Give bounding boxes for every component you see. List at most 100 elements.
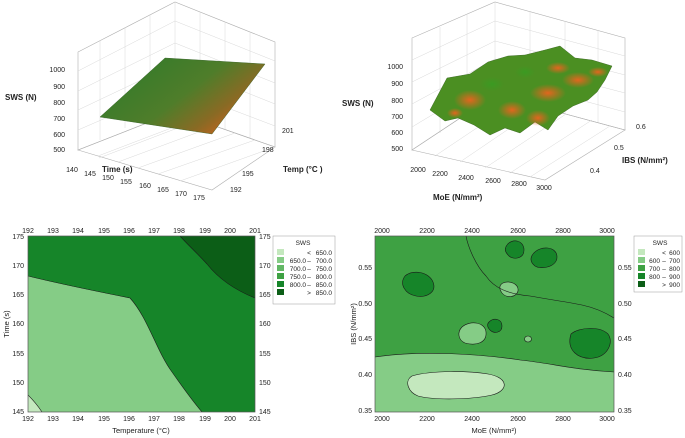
y-tick: 0.45 (618, 336, 632, 343)
y-tick: 150 (12, 380, 24, 387)
y-tick: 0.35 (358, 408, 372, 415)
legend-high: 650.0 (316, 250, 333, 257)
legend-entry: 700 – 800 (638, 265, 680, 273)
x-tick: 150 (102, 175, 114, 182)
legend-entry: 600 – 700 (638, 257, 680, 265)
x-tick: 155 (120, 179, 132, 186)
legend-high: 600 (669, 250, 680, 257)
x-ticks-top-d: 2000 2200 2400 2600 2800 3000 (374, 228, 615, 235)
x-tick: 195 (98, 416, 110, 423)
legend-low: 800.0 (290, 282, 307, 289)
x-tick: 196 (123, 228, 135, 235)
y-tick: 170 (259, 263, 271, 270)
y-tick: 160 (12, 321, 24, 328)
legend-low: 650.0 (290, 258, 307, 265)
legend-high: 900 (669, 282, 680, 289)
legend-op: > (307, 290, 311, 297)
legend-op: < (307, 250, 311, 257)
z-tick: 900 (391, 81, 403, 88)
x-tick: 192 (22, 228, 34, 235)
y-tick: 195 (242, 171, 254, 178)
y-axis-label-a: Temp (°C ) (283, 165, 323, 174)
x-tick: 3000 (536, 185, 552, 192)
legend-entry: < 650.0 (277, 249, 332, 257)
x-tick: 140 (66, 167, 78, 174)
x-ticks-b: 2000 2200 2400 2600 2800 3000 (410, 167, 552, 192)
y-axis-label-b: IBS (N/mm²) (622, 156, 668, 165)
surface-panel-moe-ibs: 1000 900 800 700 600 500 2000 2200 2400 … (342, 1, 668, 202)
y-tick: 165 (12, 292, 24, 299)
x-tick: 2200 (432, 171, 448, 178)
contour-panel-temp-time: 192 193 194 195 196 197 198 199 200 201 … (2, 228, 336, 435)
x-tick: 165 (157, 187, 169, 194)
x-tick: 2600 (510, 228, 526, 235)
z-tick: 900 (53, 84, 65, 91)
legend-title: SWS (296, 240, 311, 247)
legend-swatch (638, 249, 645, 255)
legend-op: – (662, 258, 666, 265)
y-tick: 0.5 (614, 145, 624, 152)
y-tick: 155 (12, 351, 24, 358)
x-tick: 2800 (555, 228, 571, 235)
x-tick: 2600 (510, 416, 526, 423)
legend-op: < (662, 250, 666, 257)
response-surface-a (99, 57, 266, 135)
y-tick: 201 (282, 128, 294, 135)
legend-high: 900 (669, 274, 680, 281)
legend-swatch (277, 249, 284, 255)
y-ticks-right-d: 0.55 0.50 0.45 0.40 0.35 (618, 265, 632, 415)
x-tick: 2600 (485, 178, 501, 185)
legend-entry: 700.0 – 750.0 (277, 265, 332, 273)
y-tick: 160 (259, 321, 271, 328)
z-tick: 600 (53, 132, 65, 139)
x-ticks-bottom-c: 192 193 194 195 196 197 198 199 200 201 (22, 416, 261, 423)
y-tick: 155 (259, 351, 271, 358)
y-tick: 0.4 (590, 168, 600, 175)
x-axis-label-b: MoE (N/mm²) (433, 193, 483, 202)
y-tick: 150 (259, 380, 271, 387)
z-tick: 500 (391, 146, 403, 153)
y-tick: 198 (262, 147, 274, 154)
x-tick: 193 (47, 228, 59, 235)
legend-swatch (277, 289, 284, 295)
y-tick: 0.40 (358, 372, 372, 379)
x-axis-label-c: Temperature (°C) (112, 426, 170, 435)
legend-op: – (662, 274, 666, 281)
z-axis-label-b: SWS (N) (342, 99, 374, 108)
y-ticks-right-c: 175 170 165 160 155 150 145 (259, 234, 271, 416)
z-ticks-a: 1000 900 800 700 600 500 (49, 67, 65, 154)
x-tick: 2800 (511, 181, 527, 188)
x-tick: 2000 (374, 228, 390, 235)
z-tick: 800 (53, 100, 65, 107)
x-tick: 145 (84, 171, 96, 178)
x-ticks-top-c: 192 193 194 195 196 197 198 199 200 201 (22, 228, 261, 235)
y-tick: 170 (12, 263, 24, 270)
x-tick: 201 (249, 228, 261, 235)
y-tick: 145 (12, 409, 24, 416)
legend-low: 700 (649, 266, 660, 273)
legend-swatch (277, 273, 284, 279)
x-tick: 2400 (458, 175, 474, 182)
z-tick: 700 (391, 114, 403, 121)
x-tick: 2400 (464, 416, 480, 423)
z-ticks-b: 1000 900 800 700 600 500 (387, 64, 403, 153)
x-axis-label-d: MoE (N/mm²) (472, 426, 517, 435)
x-tick: 198 (173, 416, 185, 423)
legend-swatch (277, 281, 284, 287)
y-tick: 145 (259, 409, 271, 416)
y-tick: 0.55 (618, 265, 632, 272)
legend-high: 800 (669, 266, 680, 273)
y-ticks-a: 192 195 198 201 (230, 128, 294, 194)
legend-entry: 800 – 900 (638, 273, 680, 281)
y-tick: 165 (259, 292, 271, 299)
y-ticks-left-d: 0.55 0.50 0.45 0.40 0.35 (358, 265, 372, 415)
x-ticks-a: 140 145 150 155 160 165 170 175 (66, 167, 205, 202)
legend-title: SWS (653, 240, 668, 247)
legend-high: 850.0 (316, 282, 333, 289)
x-tick: 2200 (419, 416, 435, 423)
y-tick: 0.6 (636, 124, 646, 131)
x-tick: 2800 (555, 416, 571, 423)
legend-entry: > 850.0 (277, 289, 332, 297)
x-tick: 2200 (419, 228, 435, 235)
y-axis-label-c: Time (s) (2, 310, 11, 338)
